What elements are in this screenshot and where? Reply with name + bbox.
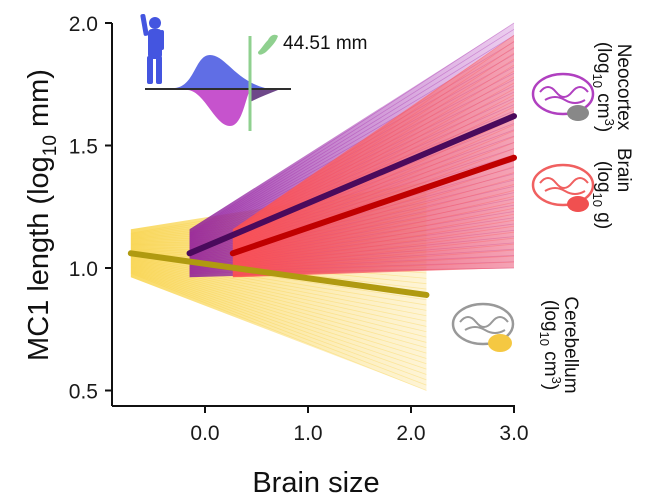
posterior-draw: [130, 266, 427, 359]
posterior-draw: [232, 64, 515, 239]
inset: 44.51 mm: [140, 13, 367, 131]
posterior-draw: [130, 271, 427, 386]
brain-unit: (log10 g): [590, 161, 614, 229]
posterior-draw: [232, 130, 515, 251]
posterior-draw: [130, 272, 427, 391]
lower-tail: [250, 90, 278, 102]
brain-whole-icon: [531, 163, 595, 212]
posterior-draw: [232, 219, 515, 266]
posterior-draw: [232, 46, 515, 236]
x-tick-label: 1.0: [293, 422, 322, 445]
band-area: [232, 35, 514, 278]
posterior-draw: [130, 258, 427, 317]
posterior-draw: [130, 269, 427, 375]
posterior-draw: [130, 262, 427, 338]
posterior-draw: [232, 225, 515, 267]
posterior-draw: [232, 172, 515, 258]
y-tick-label: 0.5: [69, 381, 98, 404]
posterior-draw: [232, 213, 515, 265]
posterior-draw: [232, 166, 515, 257]
posterior-draw: [130, 260, 427, 327]
y-ticks: 0.5 1.0 1.5 2.0: [69, 13, 112, 404]
posterior-draw: [232, 70, 515, 240]
posterior-draw: [232, 231, 515, 268]
y-tick-label: 1.0: [69, 258, 98, 281]
posterior-draw: [232, 40, 515, 235]
brain-label: Brain: [613, 148, 634, 192]
posterior-draw: [130, 257, 427, 311]
posterior-draw: [130, 267, 427, 365]
line-cerebellum: [127, 250, 430, 298]
line-brain: [229, 154, 517, 257]
posterior-draw: [130, 265, 427, 354]
legend-cerebellum: Cerebellum (log10 cm3): [451, 296, 581, 394]
bone-icon: [258, 34, 278, 55]
posterior-draw: [232, 249, 515, 271]
x-axis-title: Brain size: [252, 467, 379, 499]
posterior-draw: [232, 237, 515, 269]
posterior-draw: [232, 94, 515, 244]
posterior-draw: [232, 178, 515, 259]
x-tick-label: 0.0: [190, 422, 219, 445]
regression-lines: [127, 113, 517, 298]
posterior-draw: [232, 195, 515, 262]
posterior-draw: [232, 124, 515, 250]
y-axis-title: MC1 length (log10 mm): [23, 69, 61, 361]
cerebellum-label: Cerebellum: [560, 296, 581, 393]
posterior-draw: [130, 261, 427, 333]
legend-neocortex: Neocortex (log10 cm3): [531, 42, 634, 132]
posterior-draw: [189, 22, 515, 234]
y-tick-label: 1.5: [69, 136, 98, 159]
brain-neocortex-icon: [531, 72, 595, 121]
measurement-annotation: 44.51 mm: [283, 33, 367, 54]
posterior-draw: [130, 263, 427, 343]
x-ticks: 0.0 1.0 2.0 3.0: [190, 406, 529, 445]
x-tick-label: 3.0: [499, 422, 528, 445]
y-tick-label: 2.0: [69, 13, 98, 36]
posterior-draw: [130, 256, 427, 306]
neocortex-unit: (log10 cm3): [590, 42, 617, 132]
posterior-draw: [189, 28, 515, 235]
posterior-draw: [130, 268, 427, 370]
brain-cerebellum-icon: [451, 302, 515, 352]
posterior-draw: [232, 207, 515, 264]
posterior-draw: [130, 270, 427, 381]
posterior-draw: [232, 255, 515, 272]
x-tick-label: 2.0: [396, 422, 425, 445]
posterior-draw: [130, 264, 427, 349]
posterior-draw: [232, 34, 515, 234]
posterior-draw: [232, 243, 515, 270]
lower-distribution: [188, 90, 250, 126]
posterior-draw: [130, 259, 427, 322]
posterior-draw: [232, 184, 515, 260]
cerebellum-unit: (log10 cm3): [537, 300, 564, 390]
posterior-draw: [232, 52, 515, 237]
posterior-draw: [232, 201, 515, 263]
neocortex-label: Neocortex: [613, 44, 634, 131]
posterior-draw: [232, 118, 515, 249]
posterior-draw: [232, 58, 515, 238]
legend-brain: Brain (log10 g): [531, 148, 634, 229]
posterior-draw: [232, 261, 515, 273]
posterior-draw: [232, 136, 515, 252]
posterior-draw: [232, 190, 515, 261]
human-silhouette-icon: [140, 13, 164, 84]
upper-distribution: [175, 55, 265, 88]
posterior-draw: [232, 142, 515, 253]
posterior-draw: [189, 35, 515, 236]
line-neocortex: [186, 113, 517, 257]
